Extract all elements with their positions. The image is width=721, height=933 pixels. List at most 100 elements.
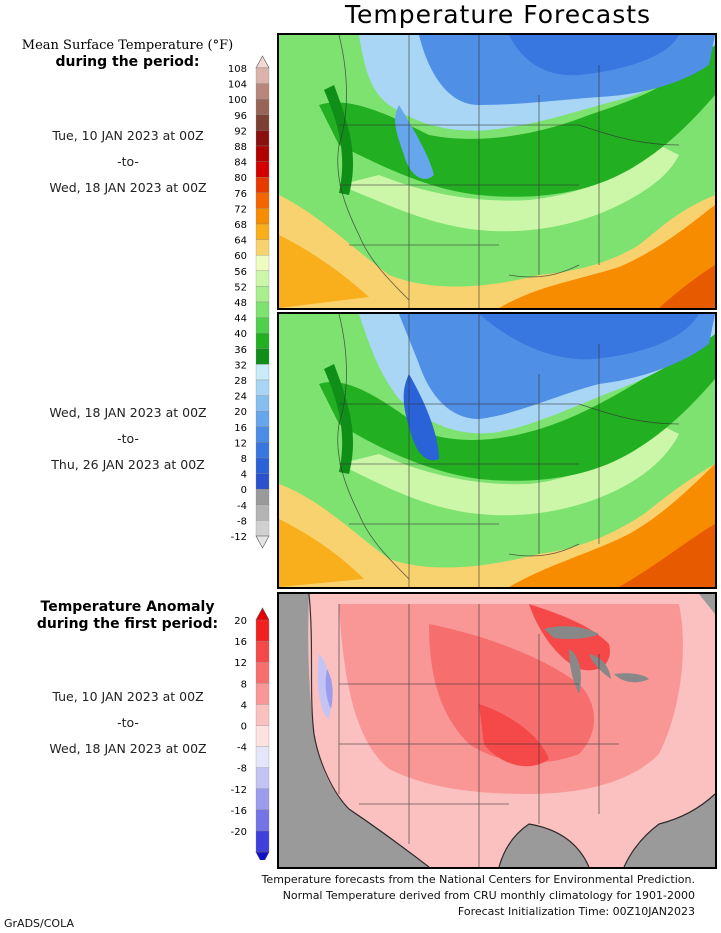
temp-colorbar-tick-label: 104	[228, 80, 247, 91]
anomaly-colorbar-tick-label: -16	[231, 806, 247, 817]
period2-sep: -to-	[117, 431, 139, 446]
temp-colorbar-swatch	[255, 364, 270, 381]
temp-colorbar-swatch	[255, 255, 270, 271]
anomaly-colorbar-tick-label: -12	[231, 785, 247, 796]
temp-colorbar-swatch	[255, 426, 270, 443]
anomaly-colorbar-tick-label: 8	[241, 679, 247, 690]
period1-label: Tue, 10 JAN 2023 at 00Z -to- Wed, 18 JAN…	[0, 126, 256, 204]
temp-colorbar-tick-label: 12	[234, 438, 247, 449]
anomaly-colorbar-tick-label: 0	[241, 722, 247, 733]
anomaly-colorbar-arrow-top	[255, 607, 270, 621]
temp-colorbar-swatch	[255, 411, 270, 427]
anomaly-colorbar-arrow-bottom	[255, 851, 270, 860]
credit-label: GrADS/COLA	[4, 917, 74, 930]
anomaly-colorbar-swatch	[255, 809, 270, 832]
footer-line2: Normal Temperature derived from CRU mont…	[282, 889, 695, 902]
temp-colorbar-tick-label: -8	[237, 516, 247, 527]
temp-colorbar-tick-label: 44	[234, 314, 247, 325]
anomaly-colorbar-swatch	[255, 619, 270, 642]
anomaly-colorbar-swatch	[255, 767, 270, 789]
temp-colorbar-swatch	[255, 286, 270, 303]
period2-end: Thu, 26 JAN 2023 at 00Z	[51, 457, 205, 472]
legend2-heading-line2: during the first period:	[36, 616, 219, 632]
temp-colorbar-tick-label: 8	[241, 454, 247, 465]
temp-colorbar-swatch	[255, 99, 270, 115]
temp-colorbar-tick-label: 28	[234, 376, 247, 387]
temp-colorbar-swatch	[255, 520, 270, 537]
period1-end: Wed, 18 JAN 2023 at 00Z	[49, 180, 207, 195]
anomaly-period-end: Wed, 18 JAN 2023 at 00Z	[49, 741, 207, 756]
temp-colorbar-swatch	[255, 333, 270, 349]
temperature-colorbar: 1081041009692888480767268646056524844403…	[228, 55, 270, 549]
temp-colorbar-swatch	[255, 317, 270, 334]
temp-colorbar-tick-label: -4	[237, 501, 247, 512]
temp-colorbar-tick-label: 64	[234, 236, 247, 247]
temp-colorbar-swatch	[255, 395, 270, 412]
temp-colorbar-tick-label: 40	[234, 329, 247, 340]
anomaly-colorbar-tick-label: -4	[237, 743, 247, 754]
anomaly-period-label: Tue, 10 JAN 2023 at 00Z -to- Wed, 18 JAN…	[0, 687, 256, 765]
temp-colorbar-swatch	[255, 301, 270, 318]
footer-line3: Forecast Initialization Time: 00Z10JAN20…	[457, 905, 695, 918]
temp-colorbar-tick-label: 80	[234, 173, 247, 184]
temp-colorbar-tick-label: 0	[241, 485, 247, 496]
anomaly-colorbar-swatch	[255, 788, 270, 811]
temp-colorbar-tick-label: 32	[234, 360, 247, 371]
anomaly-map-image	[279, 594, 715, 867]
temp-colorbar-swatch	[255, 442, 270, 459]
temp-colorbar-tick-label: 108	[228, 64, 247, 75]
temp-colorbar-tick-label: 52	[234, 282, 247, 293]
anomaly-colorbar: 20 16 12 8 4 0 -4 -8 -12 -16 -20	[231, 607, 270, 860]
temp-colorbar-swatch	[255, 239, 270, 256]
temp-colorbar-swatch	[255, 83, 270, 100]
temp-colorbar-tick-label: 76	[234, 189, 247, 200]
temp-colorbar-tick-label: 36	[234, 345, 247, 356]
temp-colorbar-swatch	[255, 379, 270, 396]
temp-colorbar-swatch	[255, 67, 270, 84]
anomaly-colorbar-swatch	[255, 746, 270, 768]
temp-colorbar-swatch	[255, 473, 270, 490]
anomaly-period-start: Tue, 10 JAN 2023 at 00Z	[52, 689, 204, 704]
temp-colorbar-tick-label: 48	[234, 298, 247, 309]
anomaly-colorbar-tick-label: 12	[234, 658, 247, 669]
temp-colorbar-swatch	[255, 270, 270, 287]
temp-colorbar-tick-label: 68	[234, 220, 247, 231]
anomaly-colorbar-swatch	[255, 683, 270, 705]
anomaly-colorbar-tick-label: -20	[231, 827, 247, 838]
temp-colorbar-swatch	[255, 457, 270, 474]
temp-colorbar-tick-label: 92	[234, 126, 247, 137]
temp-colorbar-tick-label: 20	[234, 407, 247, 418]
temp-colorbar-swatch	[255, 114, 270, 131]
anomaly-colorbar-swatch	[255, 640, 270, 663]
temp-colorbar-tick-label: 100	[228, 95, 247, 106]
forecast-map-period1	[277, 33, 717, 310]
anomaly-colorbar-swatch	[255, 704, 270, 726]
legend2-heading: Temperature Anomaly during the first per…	[10, 599, 245, 633]
anomaly-colorbar-tick-label: 16	[234, 637, 247, 648]
temp-colorbar-swatch	[255, 223, 270, 240]
temp-colorbar-swatch	[255, 192, 270, 209]
temp-colorbar-swatch	[255, 161, 270, 178]
temp-colorbar-swatch	[255, 145, 270, 162]
legend2-heading-line1: Temperature Anomaly	[40, 599, 215, 615]
forecast-map-period1-image	[279, 35, 715, 308]
temp-colorbar-arrow-bottom	[255, 535, 270, 549]
anomaly-colorbar-tick-label: 4	[241, 700, 247, 711]
footer-notes: Temperature forecasts from the National …	[262, 872, 695, 920]
temp-colorbar-tick-label: 4	[241, 470, 247, 481]
period1-sep: -to-	[117, 154, 139, 169]
legend1-heading: Mean Surface Temperature (°F) during the…	[10, 38, 245, 71]
anomaly-colorbar-tick-label: -8	[237, 764, 247, 775]
footer-line1: Temperature forecasts from the National …	[261, 873, 695, 886]
temp-colorbar-tick-label: 56	[234, 267, 247, 278]
temp-colorbar-swatch	[255, 208, 270, 225]
temp-colorbar-tick-label: 24	[234, 392, 247, 403]
temp-colorbar-tick-label: 16	[234, 423, 247, 434]
temp-colorbar-swatch	[255, 489, 270, 505]
temp-colorbar-tick-label: 96	[234, 111, 247, 122]
anomaly-colorbar-swatch	[255, 662, 270, 684]
anomaly-colorbar-swatch	[255, 830, 270, 853]
period2-label: Wed, 18 JAN 2023 at 00Z -to- Thu, 26 JAN…	[0, 403, 256, 481]
temp-colorbar-tick-label: 72	[234, 204, 247, 215]
temp-colorbar-tick-label: 60	[234, 251, 247, 262]
